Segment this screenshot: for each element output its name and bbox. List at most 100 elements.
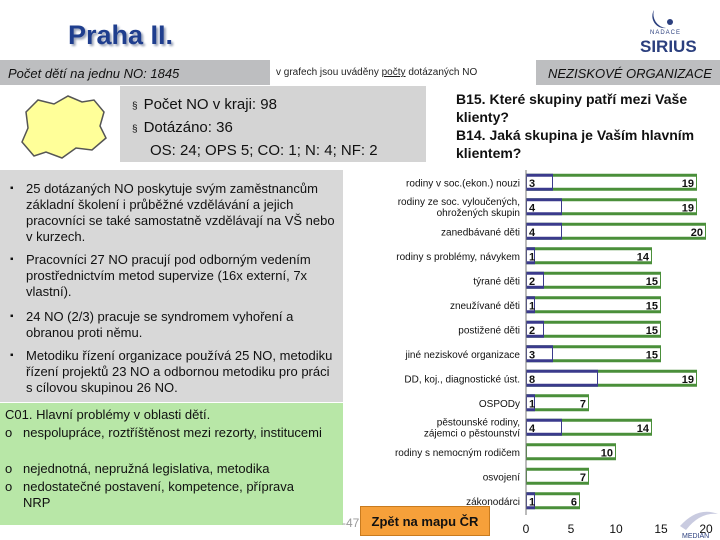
section-label: NEZISKOVÉ ORGANIZACE	[548, 66, 712, 81]
page-title: Praha II.	[68, 20, 174, 50]
chart-note-underlined: počty	[381, 67, 406, 78]
category-label: rodiny ze soc. vyloučených, ohrožených sk…	[398, 197, 520, 219]
category-label: zákonodárci	[466, 497, 520, 508]
category-label: zneužívané děti	[450, 301, 520, 312]
x-tick-label: 10	[609, 522, 623, 536]
logo-text: SIRIUS	[640, 37, 697, 56]
main-client-bar-inner	[527, 225, 561, 237]
main-client-value-label: 1	[529, 398, 535, 410]
logo-arc-icon	[652, 10, 666, 29]
main-client-bar-inner	[527, 274, 543, 286]
x-tick-label: 20	[699, 522, 713, 536]
main-client-bar-inner	[527, 348, 552, 360]
main-client-value-label: 2	[529, 276, 535, 288]
client-value-label: 19	[682, 202, 694, 214]
question-text: B15. Které skupiny patří mezi Vaše klien…	[456, 90, 720, 162]
bullet-icon: ▪	[10, 350, 14, 361]
logo-dot-icon	[667, 19, 673, 25]
note-item: ▪ Metodiku řízení organizace používá 25 …	[10, 348, 336, 396]
category-label: DD, koj., diagnostické úst.	[404, 374, 520, 385]
surveyed-count-line: § Dotázáno: 36	[132, 119, 233, 136]
problem-item: o nejednotná, nepružná legislativa, meto…	[5, 461, 325, 477]
main-client-value-label: 1	[529, 496, 535, 508]
bullet-icon: ▪	[10, 183, 14, 194]
bullet-icon: §	[132, 124, 138, 135]
client-value-label: 15	[646, 300, 658, 312]
surveyed-count-text: Dotázáno: 36	[143, 119, 233, 136]
x-tick-label: 5	[568, 522, 575, 536]
question-b15: B15. Které skupiny patří mezi Vaše klien…	[456, 91, 688, 125]
client-value-label: 7	[580, 398, 586, 410]
region-map-icon	[21, 95, 107, 159]
note-item: ▪ 25 dotázaných NO poskytuje svým zaměst…	[10, 181, 336, 245]
question-b14: B14. Jaká skupina je Vaším hlavním klien…	[456, 127, 695, 161]
note-item: ▪ Pracovníci 27 NO pracují pod odborným …	[10, 252, 336, 300]
client-bar-inner	[527, 201, 696, 213]
problem-text: nedostatečné postavení, kompetence, příp…	[23, 479, 295, 510]
bullet-icon: ▪	[10, 311, 14, 322]
client-bar-inner	[527, 274, 660, 286]
notes-panel	[0, 170, 343, 402]
problem-item: o nespolupráce, roztříštěnost mezi rezor…	[5, 425, 325, 441]
category-label: jiné neziskové organizace	[404, 350, 520, 361]
chart-note: v grafech jsou uváděny počty dotázaných …	[276, 67, 477, 78]
main-client-bar-inner	[527, 397, 534, 409]
x-tick-label: 15	[654, 522, 668, 536]
problem-text: nespolupráce, roztříštěnost mezi rezorty…	[23, 425, 322, 440]
category-label: rodiny v soc.(ekon.) nouzi	[406, 178, 520, 189]
page-number: -47	[342, 516, 360, 530]
main-client-value-label: 3	[529, 178, 535, 190]
client-bar-inner	[527, 446, 615, 458]
client-bar-inner	[527, 176, 696, 188]
note-item: ▪ 24 NO (2/3) pracuje se syndromem vyhoř…	[10, 309, 336, 341]
client-bar-inner	[527, 250, 651, 262]
logo-small-text: NADACE	[650, 30, 682, 36]
subtitle-band-mid	[270, 60, 536, 85]
note-text: Metodiku řízení organizace používá 25 NO…	[26, 348, 333, 395]
circle-bullet-icon: o	[5, 461, 13, 476]
client-bar-inner	[527, 372, 696, 384]
client-value-label: 15	[646, 325, 658, 337]
client-value-label: 15	[646, 276, 658, 288]
client-value-label: 19	[682, 178, 694, 190]
bullet-icon: §	[132, 101, 138, 112]
note-text: 24 NO (2/3) pracuje se syndromem vyhořen…	[26, 309, 294, 340]
client-bar-inner	[527, 323, 660, 335]
main-client-bar-inner	[527, 299, 534, 311]
client-bar-inner	[527, 470, 588, 482]
category-label: postižené děti	[458, 325, 520, 336]
ngo-count-text: Počet NO v kraji: 98	[143, 96, 277, 113]
client-bar-inner	[527, 495, 579, 507]
client-bar-inner	[527, 299, 660, 311]
sirius-logo	[652, 10, 673, 29]
problem-item: o nedostatečné postavení, kompetence, př…	[5, 479, 325, 511]
median-logo: MEDIAN	[680, 511, 718, 540]
main-client-bar-inner	[527, 323, 543, 335]
main-client-value-label: 4	[529, 227, 536, 239]
main-client-value-label: 1	[529, 300, 535, 312]
category-label: osvojení	[483, 472, 520, 483]
main-client-value-label: 4	[529, 202, 536, 214]
client-value-label: 14	[637, 251, 650, 263]
legal-form-breakdown: OS: 24; OPS 5; CO: 1; N: 4; NF: 2	[150, 142, 378, 159]
client-value-label: 7	[580, 472, 586, 484]
main-client-bar-inner	[527, 495, 534, 507]
client-bar-inner	[527, 397, 588, 409]
chart-note-suffix: dotázaných NO	[408, 67, 478, 78]
client-value-label: 6	[571, 496, 577, 508]
note-text: Pracovníci 27 NO pracují pod odborným ve…	[26, 252, 311, 299]
category-label: rodiny s nemocným rodičem	[395, 448, 520, 459]
ngo-count-box	[120, 86, 426, 162]
chart-note-prefix: v grafech jsou uváděny	[276, 67, 379, 78]
back-to-map-button[interactable]: Zpět na mapu ČR	[360, 506, 490, 536]
bullet-icon: ▪	[10, 254, 14, 265]
circle-bullet-icon: o	[5, 425, 13, 440]
client-bar-inner	[527, 421, 651, 433]
median-swoosh-icon	[680, 511, 718, 530]
client-value-label: 19	[682, 374, 694, 386]
client-value-label: 20	[691, 227, 703, 239]
main-client-bar-inner	[527, 176, 552, 188]
children-per-ngo: Počet dětí na jednu NO: 1845	[8, 66, 180, 81]
category-label: týrané děti	[473, 276, 520, 287]
category-label: zanedbávané děti	[441, 227, 520, 238]
